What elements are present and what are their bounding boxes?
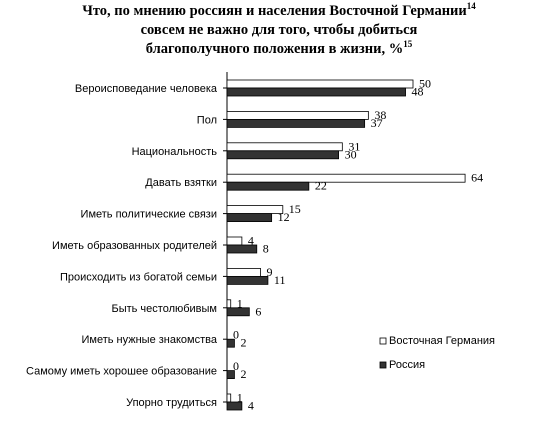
bar-east-germany [226, 111, 369, 120]
data-label: 6 [255, 304, 261, 318]
legend-label: Восточная Германия [389, 335, 495, 347]
data-label: 2 [240, 336, 246, 350]
data-label: 11 [274, 273, 286, 287]
legend-swatch [379, 361, 387, 369]
bar-russia [226, 87, 406, 97]
bar-russia [226, 244, 258, 254]
data-label: 48 [412, 85, 424, 99]
data-label: 50 [419, 77, 431, 91]
bar-east-germany [226, 205, 284, 215]
category-label: Иметь политические связи [81, 209, 217, 221]
chart-title: Что, по мнению россиян и населения Восто… [0, 2, 558, 59]
category-label: Давать взятки [145, 177, 217, 189]
category-label: Пол [197, 114, 217, 126]
data-label: 1 [237, 391, 243, 405]
data-label: 37 [371, 116, 383, 130]
bar-east-germany [226, 79, 414, 89]
category-label: Вероисповедание человека [75, 83, 218, 95]
bar-east-germany [226, 142, 343, 152]
category-label: Самому иметь хорошее образование [26, 366, 217, 378]
bar-russia [226, 213, 273, 223]
data-label: 31 [348, 139, 360, 153]
chart-title-line-1: Что, по мнению россиян и населения Восто… [82, 1, 476, 19]
bar-east-germany [226, 236, 243, 246]
legend-swatch [379, 337, 387, 345]
bar-east-germany [226, 299, 232, 309]
bar-russia [226, 181, 310, 191]
data-label: 9 [266, 265, 272, 279]
bar-east-germany [226, 267, 261, 277]
data-label: 4 [248, 399, 254, 413]
data-label: 15 [289, 202, 301, 216]
chart-title-line-2: совсем не важно для того, чтобы добиться [140, 22, 418, 38]
bar-russia [226, 401, 243, 411]
chart-title-line-3: благополучного положения в жизни, %15 [145, 39, 413, 57]
bar-russia [226, 370, 235, 380]
category-label: Быть честолюбивым [111, 303, 217, 315]
legend-label: Россия [389, 359, 425, 371]
category-label: Упорно трудиться [126, 397, 217, 409]
category-label: Иметь образованных родителей [52, 240, 217, 252]
data-label: 0 [233, 359, 239, 373]
bar-russia [226, 119, 366, 128]
data-label: 0 [233, 328, 239, 342]
bar-russia [226, 150, 339, 160]
data-label: 64 [471, 171, 483, 185]
data-label: 4 [248, 234, 254, 248]
data-label: 12 [278, 210, 290, 224]
category-label: Иметь нужные знакомства [82, 334, 218, 346]
data-label: 22 [315, 179, 327, 193]
data-label: 2 [240, 367, 246, 381]
category-label: Национальность [132, 146, 218, 158]
bar-russia [226, 338, 235, 348]
bar-east-germany [226, 393, 232, 403]
bar-russia [226, 275, 269, 285]
data-label: 1 [237, 296, 243, 310]
bar-russia [226, 307, 250, 317]
data-label: 38 [374, 108, 386, 122]
data-label: 8 [263, 242, 269, 256]
data-label: 30 [345, 147, 357, 161]
bar-east-germany [226, 173, 466, 183]
category-label: Происходить из богатой семьи [60, 271, 217, 283]
